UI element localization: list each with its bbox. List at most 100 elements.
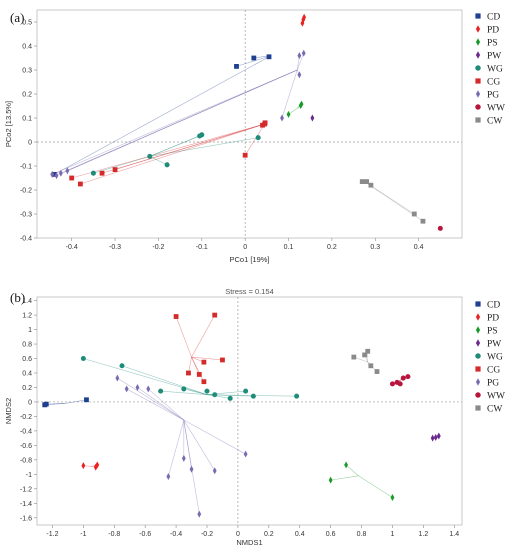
point-pg <box>124 385 129 393</box>
point-wg <box>294 393 300 399</box>
point-wg <box>255 135 261 141</box>
spider-line-pg <box>117 377 184 421</box>
point-pg <box>197 510 202 518</box>
y-tick-label: 1 <box>28 327 32 334</box>
point-pg <box>65 167 70 175</box>
y-tick-label: 0.2 <box>22 385 32 392</box>
point-cg <box>173 314 179 319</box>
point-pd <box>95 461 100 469</box>
spider-line-cg <box>188 357 192 374</box>
point-wg <box>227 395 233 401</box>
x-tick-label: 0 <box>243 244 247 251</box>
point-ww <box>389 381 395 387</box>
plot-frame <box>36 296 463 526</box>
point-cg <box>212 312 218 318</box>
legend-marker-ps <box>475 38 481 46</box>
point-cw <box>368 182 374 188</box>
spider-line-cg <box>71 123 265 179</box>
point-cd <box>51 172 57 177</box>
point-cg <box>112 167 118 172</box>
legend-marker-cg <box>475 366 481 372</box>
x-tick-label: -0.2 <box>152 244 164 251</box>
spider-line-cg <box>191 356 200 375</box>
point-pg <box>135 383 140 391</box>
point-wg <box>243 388 249 394</box>
spider-line-cd <box>64 399 87 404</box>
point-pg <box>181 454 186 462</box>
point-wg <box>119 363 125 369</box>
spider-line-pg <box>67 69 298 172</box>
point-cg <box>201 359 207 365</box>
legend-marker-pg <box>475 378 481 386</box>
legend-marker-pd <box>475 313 481 321</box>
point-pg <box>50 170 55 178</box>
point-ww <box>437 225 443 231</box>
y-tick-label: 0.6 <box>22 356 32 363</box>
point-cw <box>364 179 369 184</box>
legend-label-ww: WW <box>487 104 505 114</box>
point-pg <box>280 114 284 122</box>
point-wg <box>164 162 170 168</box>
legend-marker-cw <box>475 405 481 411</box>
spider-line-cg <box>191 356 205 382</box>
x-axis-label: PCo1 [19%] <box>229 255 269 264</box>
legend-label-ps: PS <box>487 327 498 337</box>
point-ps <box>328 476 333 484</box>
panel-b: (b) -1.2 -1 -0.8 -0.6 -0.4 -0.2 0 0.2 0.4 0.6 0.8 1 1… <box>4 287 505 547</box>
panel-label: (a) <box>10 10 24 25</box>
spider-line-wg <box>149 135 200 157</box>
y-tick-label: 0 <box>28 140 32 147</box>
point-ps <box>286 110 291 118</box>
legend-label-pd: PD <box>487 314 499 324</box>
point-pg <box>115 374 120 382</box>
point-pg <box>243 450 248 458</box>
spider-line-wg <box>149 156 168 166</box>
x-tick-label: -1 <box>80 531 86 538</box>
legend-label-cw: CW <box>487 117 502 127</box>
stress-annotation: Stress = 0.154 <box>225 287 274 296</box>
point-pw <box>430 434 435 442</box>
spider-line-wg <box>160 390 208 396</box>
legend-marker-cw <box>475 117 481 123</box>
legend-marker-wg <box>475 353 481 359</box>
point-cd <box>234 64 239 69</box>
point-ps <box>299 100 304 108</box>
legend-label-wg: WG <box>487 65 503 75</box>
x-tick-label: 0.2 <box>264 531 274 538</box>
spider-line-wg <box>149 137 259 157</box>
spider-line-pg <box>168 419 185 477</box>
point-cw <box>365 348 371 354</box>
legend-marker-pd <box>475 25 481 33</box>
x-tick-label: -0.2 <box>201 531 213 538</box>
point-pg <box>301 49 306 57</box>
point-ps <box>390 494 395 501</box>
spider-line-cg <box>80 123 265 185</box>
spider-line-wg <box>149 134 202 157</box>
legend-marker-ww <box>475 392 481 398</box>
spider-line-pg <box>56 69 298 176</box>
x-tick-label: 0.8 <box>357 531 367 538</box>
y-tick-label: 0 <box>28 399 32 406</box>
y-tick-label: 0.4 <box>22 371 32 378</box>
legend-label-cg: CG <box>487 78 500 88</box>
spider-line-pg <box>137 387 184 421</box>
point-wg <box>181 386 187 392</box>
y-tick-label: -0.3 <box>20 212 32 219</box>
legend-marker-pg <box>475 90 481 98</box>
point-cg <box>220 357 225 363</box>
point-cw <box>411 211 417 217</box>
point-cg <box>99 170 105 176</box>
y-tick-label: -0.2 <box>20 414 32 421</box>
point-wg <box>199 132 205 138</box>
spider-line-cg <box>244 123 265 156</box>
y-axis-label: PCo2 [13.5%] <box>4 101 13 147</box>
spider-line-cg <box>191 356 223 361</box>
point-pd <box>302 13 307 21</box>
point-pg <box>146 385 151 393</box>
point-cd <box>266 54 272 60</box>
spider-line-cd <box>46 403 65 405</box>
point-wg <box>147 153 153 159</box>
x-tick-label: 0.6 <box>326 531 336 538</box>
